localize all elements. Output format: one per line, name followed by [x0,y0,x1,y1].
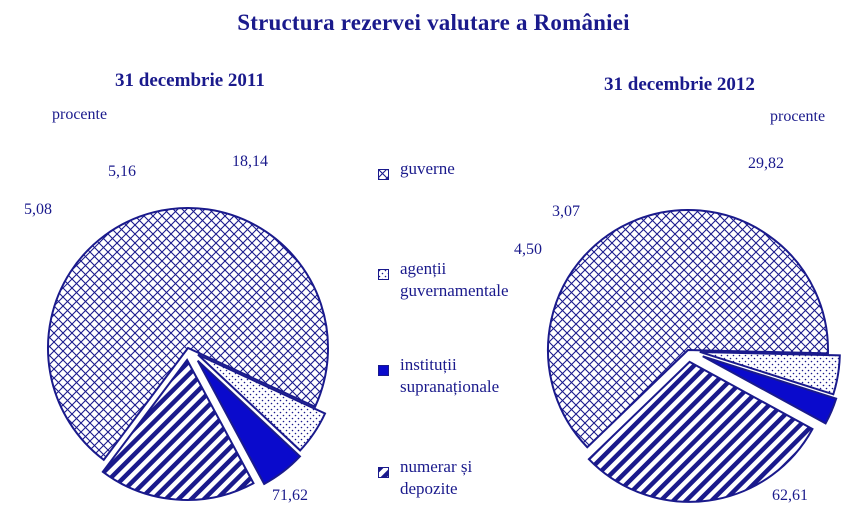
pie-2012-slice-guverne [547,209,829,449]
pie-2012-slice-institutii [702,355,838,425]
pie-2011-title: 31 decembrie 2011 [115,70,265,91]
pie-2011-value-label-institutii: 5,16 [108,163,136,180]
crosshatch-swatch-icon [378,164,389,180]
pie-2012-value-label-institutii: 3,07 [552,203,580,220]
pie-2012-value-label-agentii: 4,50 [514,241,542,258]
legend-label-institutii: instituții supranaționale [400,355,500,396]
pie-2011-slice-institutii [196,359,302,486]
legend-label-numerar: numerar și depozite [400,457,473,498]
pie-2011-value-label-agentii: 5,08 [24,201,52,218]
pie-2012-title: 31 decembrie 2012 [604,74,755,95]
pie-2011-slice-guverne [47,207,329,462]
pie-2011-slice-numerar [101,358,255,501]
stripes-swatch-icon [378,462,389,478]
dots-swatch-icon [378,264,389,280]
pie-2011-value-label-numerar: 18,14 [232,153,268,170]
pie-2012-unit-label: procente [770,108,826,125]
pie-2011-value-label-guverne: 71,62 [272,487,308,504]
pie-2012-value-label-guverne: 62,61 [772,487,808,504]
solid-swatch-icon [378,360,389,376]
pie-2011-slice-agentii [197,353,327,452]
legend-label-agentii: agenții guvernamentale [400,259,509,300]
legend-label-guverne: guverne [400,159,455,178]
pie-2012-slice-numerar [587,360,814,503]
chart-title: Structura rezervei valutare a României [237,10,630,35]
pie-2012-slice-agentii [699,350,841,396]
pie-2012-value-label-numerar: 29,82 [748,155,784,172]
pie-2011-unit-label: procente [52,106,108,123]
